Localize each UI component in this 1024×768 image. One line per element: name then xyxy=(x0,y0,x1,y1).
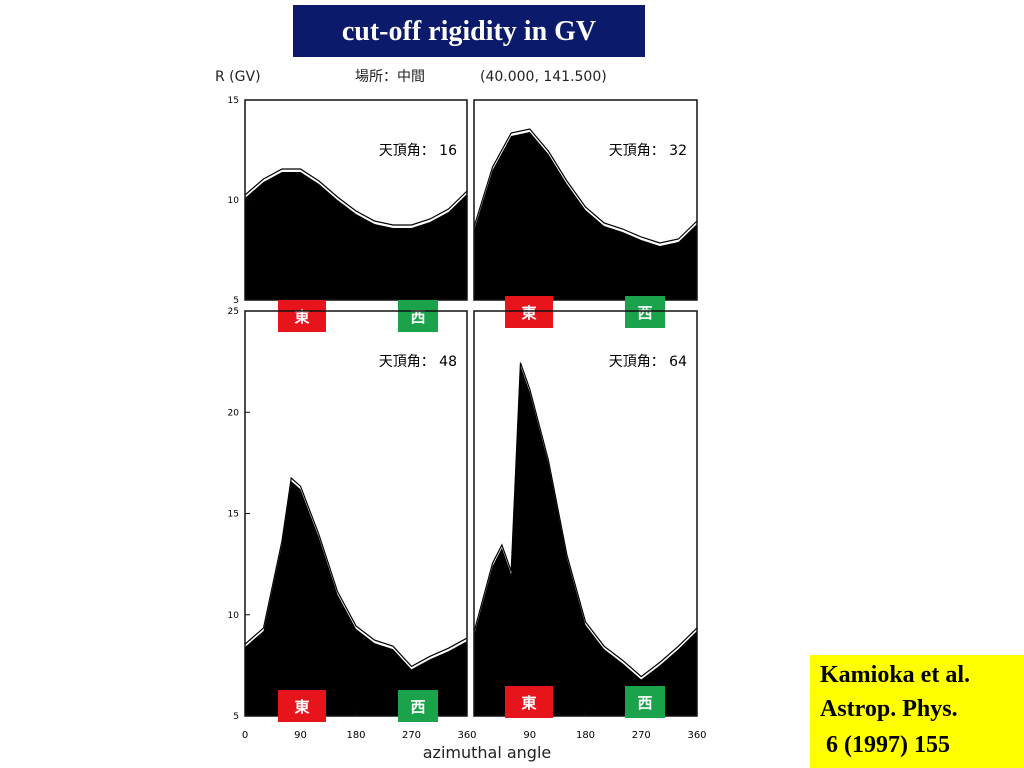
title-box xyxy=(293,5,645,57)
west-label: 西 xyxy=(410,698,425,716)
rigidity-area xyxy=(474,132,697,300)
envelope-line xyxy=(473,362,698,678)
x-tick-label: 270 xyxy=(632,730,651,741)
envelope-line xyxy=(244,476,468,668)
x-tick-label: 0 xyxy=(242,730,248,741)
y-tick-label: 20 xyxy=(228,408,240,418)
envelope-line xyxy=(244,168,468,226)
east-box xyxy=(505,686,553,718)
x-axis-label: azimuthal angle xyxy=(423,743,552,762)
envelope-line xyxy=(473,128,698,244)
east-label: 東 xyxy=(294,698,309,716)
citation-line: 6 (1997) 155 xyxy=(820,732,950,758)
west-box xyxy=(398,300,438,332)
y-tick-label: 10 xyxy=(228,611,240,621)
y-tick-label: 10 xyxy=(228,196,240,206)
east-box xyxy=(278,300,326,332)
x-tick-label: 90 xyxy=(294,730,307,741)
x-tick-label: 90 xyxy=(523,730,536,741)
rigidity-area xyxy=(474,365,697,716)
panel-frame xyxy=(473,99,698,301)
zenith-label: 天頂角： 16 xyxy=(379,143,457,159)
west-label: 西 xyxy=(637,304,652,322)
west-box xyxy=(398,690,438,722)
location: 場所：中間 xyxy=(355,69,425,85)
east-box xyxy=(278,690,326,722)
coordinates: (40.000, 141.500) xyxy=(480,69,607,85)
citation-line: Astrop. Phys. xyxy=(820,696,958,722)
rigidity-area xyxy=(245,172,467,300)
y-unit: R (GV) xyxy=(215,69,261,85)
citation-line: Kamioka et al. xyxy=(820,662,970,688)
east-label: 東 xyxy=(521,304,536,322)
x-tick-label: 180 xyxy=(346,730,365,741)
citation-box xyxy=(810,655,1024,768)
east-label: 東 xyxy=(521,694,536,712)
zenith-label: 天頂角： 48 xyxy=(379,354,457,370)
x-tick-label: 360 xyxy=(687,730,706,741)
y-tick-label: 15 xyxy=(228,510,239,520)
east-label: 東 xyxy=(294,308,309,326)
x-tick-label: 360 xyxy=(457,730,476,741)
y-tick-label: 5 xyxy=(233,712,239,722)
y-tick-label: 25 xyxy=(228,307,239,317)
rigidity-area xyxy=(245,481,467,716)
zenith-label: 天頂角： 64 xyxy=(609,354,687,370)
x-tick-label: 180 xyxy=(576,730,595,741)
west-label: 西 xyxy=(637,694,652,712)
east-box xyxy=(505,296,553,328)
x-tick-label: 270 xyxy=(402,730,421,741)
zenith-label: 天頂角： 32 xyxy=(609,143,687,159)
y-tick-label: 15 xyxy=(228,96,239,106)
slide-title: cut-off rigidity in GV xyxy=(342,16,596,47)
west-label: 西 xyxy=(410,308,425,326)
y-tick-label: 5 xyxy=(233,296,239,306)
west-box xyxy=(625,296,665,328)
west-box xyxy=(625,686,665,718)
